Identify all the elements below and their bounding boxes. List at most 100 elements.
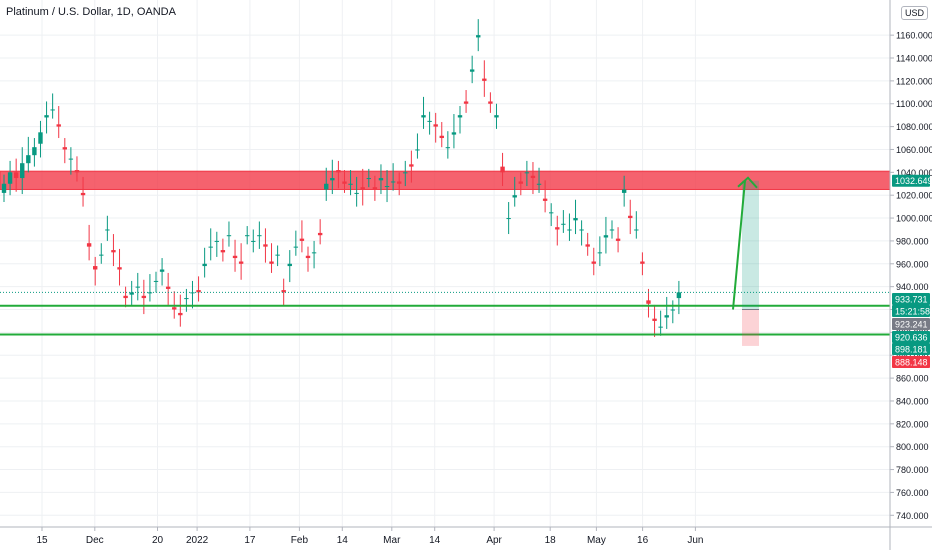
y-tick-label: 1060.000 <box>896 145 932 155</box>
candle-body <box>482 78 487 81</box>
candle-body <box>93 266 98 270</box>
candle-body <box>561 223 566 225</box>
x-tick-label: Jun <box>687 535 703 546</box>
price-tag <box>892 305 930 317</box>
candle-body <box>670 309 675 311</box>
candle-body <box>117 267 122 270</box>
x-tick-label: Mar <box>383 535 401 546</box>
candle-body <box>676 292 682 299</box>
candle-body <box>324 183 329 190</box>
candle-body <box>214 240 219 242</box>
candle-body <box>330 178 335 181</box>
candle-body <box>476 35 481 38</box>
stop-zone <box>742 309 759 346</box>
time-axis[interactable]: 15 Dec 20 2022 17 Feb 14 Mar 14 Apr 18 May 16 Jun <box>0 526 932 546</box>
y-tick-label: 1000.000 <box>896 214 932 224</box>
candle-body <box>555 227 560 230</box>
candle-body <box>451 132 457 135</box>
price-tag <box>892 343 930 355</box>
candle-body <box>74 170 80 173</box>
price-axis[interactable]: 740.000 760.000 780.000 800.000 820.000 840.0… <box>889 0 932 550</box>
candle-body <box>439 135 444 139</box>
candle-body <box>530 175 536 179</box>
candle-body <box>317 232 323 236</box>
candle-body <box>80 192 86 196</box>
y-tick-label: 1020.000 <box>896 191 932 201</box>
candle-body <box>238 261 244 264</box>
candle-body <box>105 229 110 231</box>
candle-body <box>573 218 578 221</box>
candle-body <box>269 261 274 264</box>
candle-body <box>609 229 615 231</box>
price-tag <box>892 356 930 368</box>
candle-body <box>500 166 505 173</box>
candle-body <box>32 147 37 156</box>
candle-body <box>488 101 493 104</box>
candle-body <box>13 172 19 179</box>
candle-body <box>597 252 603 254</box>
candle-body <box>123 295 128 299</box>
x-tick-label: 14 <box>337 535 349 546</box>
candle-body <box>305 255 311 259</box>
candle-body <box>403 172 408 174</box>
candle-body <box>615 238 621 241</box>
price-tag-label: 920.636 <box>895 333 928 343</box>
candle-body <box>354 192 359 194</box>
candle-body <box>26 155 31 164</box>
candle-body <box>372 187 378 190</box>
candle-body <box>184 298 189 300</box>
x-tick-label: 2022 <box>186 535 209 546</box>
x-tick-label: 17 <box>244 535 256 546</box>
price-tag-label: 15:21:58 <box>895 307 930 317</box>
y-tick-label: 740.000 <box>896 511 929 521</box>
candle-body <box>579 229 584 231</box>
candle-body <box>494 115 499 118</box>
y-tick-label: 1120.000 <box>896 76 932 86</box>
y-tick-label: 940.000 <box>896 282 929 292</box>
candle-body <box>287 263 292 267</box>
candle-body <box>44 115 49 118</box>
projection-arrow <box>732 180 746 310</box>
x-tick-label: 14 <box>429 535 441 546</box>
x-tick-label: May <box>587 535 606 546</box>
candle-body <box>275 254 280 256</box>
target-zone <box>742 180 759 310</box>
y-tick-label: 1080.000 <box>896 122 932 132</box>
candles <box>1 19 682 337</box>
price-tag <box>892 293 930 305</box>
candle-body <box>366 178 371 180</box>
candle-body <box>567 229 572 231</box>
candle-body <box>542 198 548 201</box>
candle-body <box>50 109 55 111</box>
y-tick-label: 980.000 <box>896 236 929 246</box>
y-tick-label: 760.000 <box>896 488 929 498</box>
x-tick-label: Apr <box>486 535 502 546</box>
candle-body <box>536 183 542 185</box>
candle-body <box>220 250 226 253</box>
price-tag-label: 1032.649 <box>895 176 932 186</box>
candle-body <box>634 229 639 231</box>
x-tick-label: 15 <box>36 535 48 546</box>
candle-body <box>293 246 299 248</box>
candle-body <box>38 132 43 144</box>
x-tick-label: Feb <box>291 535 309 546</box>
candle-body <box>141 295 147 299</box>
candle-body <box>506 218 511 220</box>
price-tag <box>892 318 930 330</box>
y-tick-label: 1040.000 <box>896 168 932 178</box>
candle-body <box>652 318 657 321</box>
y-tick-label: 1100.000 <box>896 99 932 109</box>
candle-body <box>469 69 475 72</box>
candle-body <box>56 124 61 127</box>
candle-body <box>257 235 262 237</box>
price-tag-label: 888.148 <box>895 358 928 368</box>
candle-body <box>226 235 232 237</box>
candle-body <box>7 172 13 184</box>
candle-body <box>512 195 517 198</box>
candle-body <box>524 172 530 174</box>
currency-button[interactable]: USD <box>901 6 929 20</box>
candle-body <box>196 290 201 293</box>
candle-body <box>664 315 669 318</box>
projection-arrow-head <box>737 176 758 189</box>
